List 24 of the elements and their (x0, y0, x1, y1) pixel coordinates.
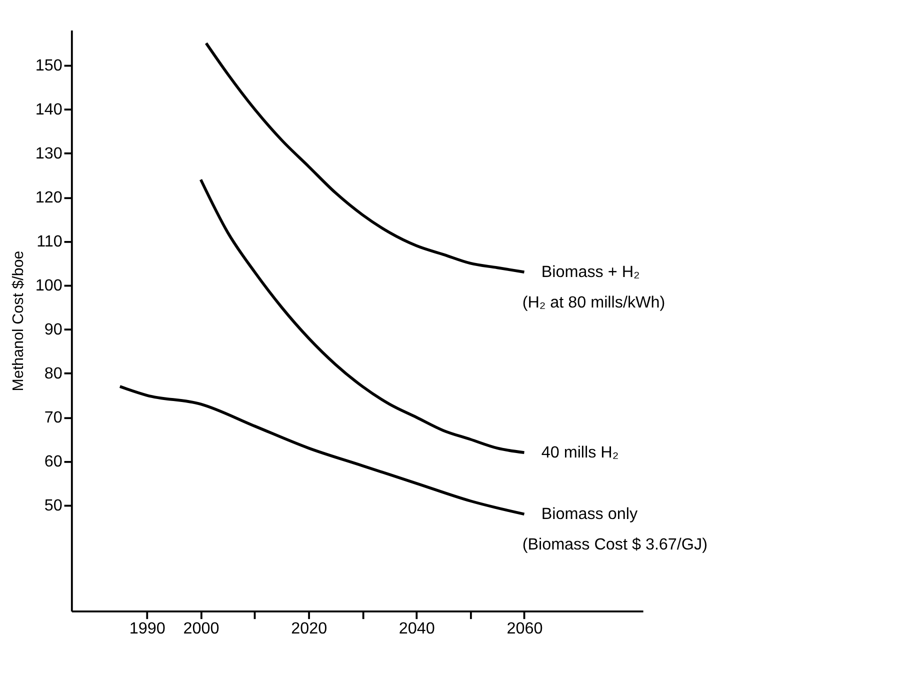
y-tick-label: 70 (44, 408, 62, 427)
line-series (204, 42, 526, 274)
y-tick-label: 150 (35, 56, 62, 74)
y-tick-label: 120 (35, 188, 62, 207)
x-tick-label: 2040 (398, 619, 435, 638)
y-tick-label: 100 (35, 276, 62, 295)
line-series (118, 385, 526, 516)
annotation: (Biomass Cost $ 3.67/GJ) (522, 535, 708, 554)
x-tick-label: 1990 (129, 619, 166, 638)
x-tick-label: 2020 (291, 619, 328, 638)
x-tick-label: 2060 (506, 619, 543, 638)
series-label: Biomass + H₂ (541, 262, 640, 281)
y-axis-title: Methanol Cost $/boe (10, 250, 27, 392)
y-tick-label: 110 (36, 232, 62, 251)
annotation: (H₂ at 80 mills/kWh) (522, 293, 666, 312)
y-tick-label: 80 (44, 364, 62, 383)
series-label: 40 mills H₂ (541, 443, 619, 462)
y-tick-label: 50 (44, 496, 62, 515)
x-tick-label: 2000 (183, 619, 220, 638)
y-tick-label: 140 (35, 100, 62, 118)
y-tick-label: 130 (35, 144, 62, 163)
series-label: Biomass only (541, 504, 638, 523)
y-tick-label: 60 (44, 452, 62, 471)
y-tick-label: 90 (44, 320, 62, 339)
